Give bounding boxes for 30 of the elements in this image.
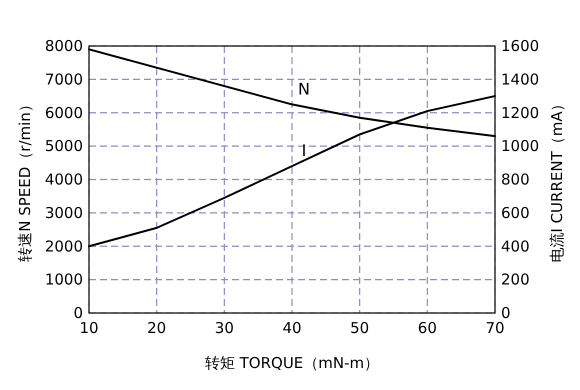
- x-tick-label: 50: [350, 319, 370, 337]
- y2-tick-label: 400: [501, 237, 530, 256]
- y-tick-label: 6000: [44, 104, 83, 122]
- x-tick-label: 20: [147, 319, 166, 337]
- y2-tick-label: 1200: [501, 104, 540, 122]
- y-tick-label: 3000: [44, 204, 83, 222]
- x-tick-label: 70: [485, 319, 505, 337]
- y-tick-label: 1000: [44, 270, 83, 289]
- series-label: N: [298, 79, 310, 98]
- x-tick-label: 10: [79, 319, 99, 337]
- y2-tick-label: 800: [501, 170, 530, 188]
- y2-axis-title: 电流I CURRENT（mA）: [548, 96, 566, 263]
- x-tick-label: 30: [214, 319, 234, 337]
- y2-tick-label: 1000: [501, 137, 540, 156]
- y2-tick-label: 600: [501, 204, 530, 222]
- y-tick-label: 0: [73, 304, 83, 322]
- y2-tick-label: 200: [501, 270, 530, 289]
- x-tick-label: 60: [418, 319, 437, 337]
- y-tick-label: 2000: [44, 237, 83, 256]
- y-tick-label: 7000: [44, 70, 83, 88]
- y2-tick-label: 0: [501, 304, 511, 322]
- y-axis-title: 转速N SPEED（r/min）: [16, 97, 34, 262]
- x-axis-title: 转矩 TORQUE（mN-m）: [204, 354, 380, 372]
- x-tick-label: 40: [282, 319, 302, 337]
- y-tick-label: 5000: [44, 137, 83, 156]
- series-label: I: [302, 141, 306, 160]
- y2-tick-label: 1600: [501, 37, 540, 55]
- y2-tick-label: 1400: [501, 70, 540, 88]
- y-tick-label: 4000: [44, 170, 83, 188]
- y-tick-label: 8000: [44, 37, 83, 55]
